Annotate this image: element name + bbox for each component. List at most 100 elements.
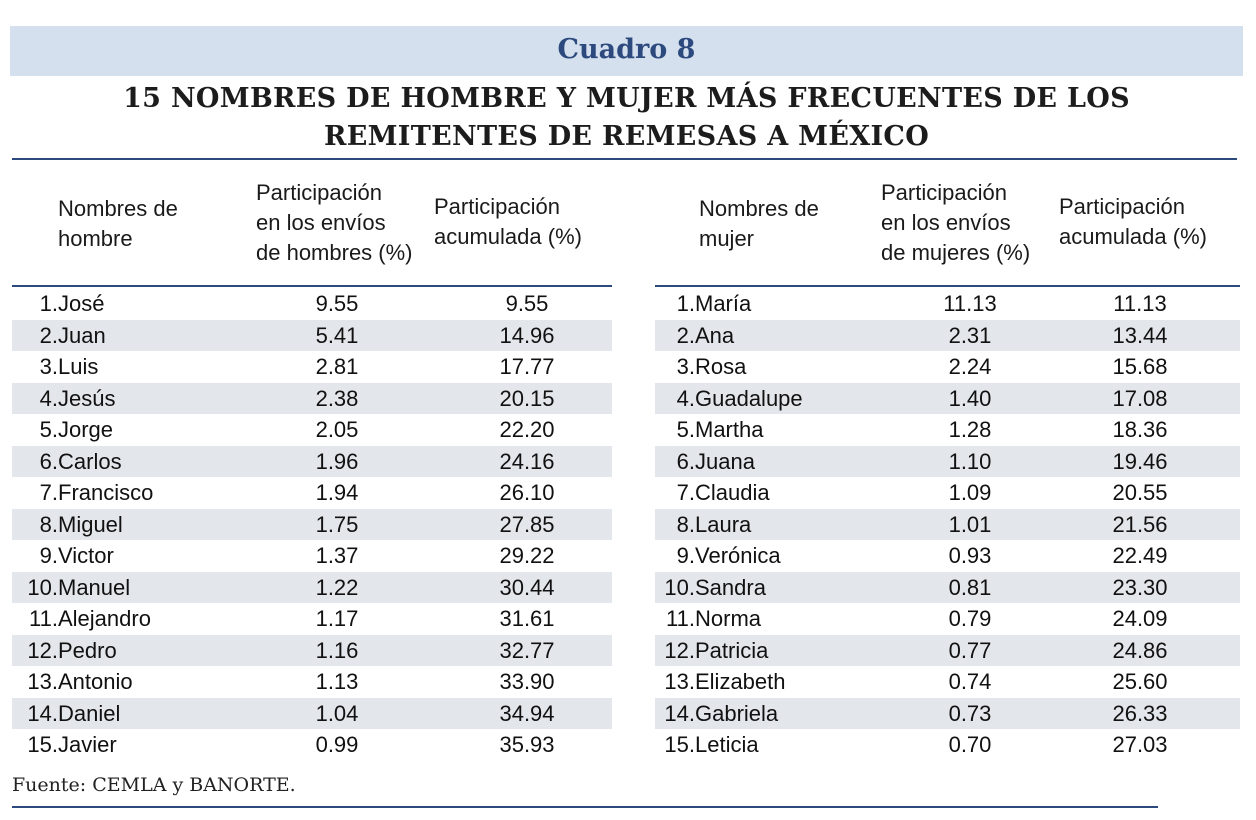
name-cell: 15.Leticia [655, 732, 855, 758]
cumulative-cell: 32.77 [499, 637, 555, 663]
men-col-share-header: Participación en los envíos de hombres (… [256, 178, 413, 268]
table-row: 8.Laura 1.01 21.56 [655, 508, 1240, 540]
rank-number: 9. [676, 543, 695, 568]
name-cell: 9.Victor [12, 543, 212, 569]
share-cell: 0.81 [948, 574, 992, 600]
name-text: Francisco [58, 480, 154, 505]
name-cell: 12.Patricia [655, 638, 855, 664]
women-header-rule [655, 285, 1240, 287]
table-row: 13.Antonio 1.13 33.90 [12, 666, 612, 698]
table-row: 12.Pedro 1.16 32.77 [12, 634, 612, 666]
title-band: Cuadro 8 [10, 26, 1243, 76]
rank-number: 6. [676, 448, 695, 474]
rank-number: 4. [676, 385, 695, 411]
name-text: Daniel [58, 700, 121, 726]
header-line: acumulada (%) [1059, 224, 1207, 249]
share-cell: 5.41 [315, 322, 359, 348]
share-cell: 1.22 [315, 574, 359, 600]
name-cell: 5.Martha [655, 417, 855, 443]
table-row: 2.Ana 2.31 13.44 [655, 319, 1240, 351]
rank-number: 12. [664, 637, 695, 663]
share-cell: 2.31 [948, 322, 992, 348]
table-row: 10.Sandra 0.81 23.30 [655, 571, 1240, 603]
table-row: 7.Claudia 1.09 20.55 [655, 477, 1240, 509]
name-cell: 8.Laura [655, 512, 855, 538]
name-cell: 6.Carlos [12, 449, 212, 475]
name-cell: 3.Luis [12, 354, 212, 380]
cumulative-cell: 25.60 [1112, 669, 1168, 694]
table-row: 6.Carlos 1.96 24.16 [12, 445, 612, 477]
name-cell: 12.Pedro [12, 638, 212, 664]
name-text: Javier [58, 732, 117, 757]
rank-number: 11. [666, 606, 695, 631]
rank-number: 13. [664, 669, 695, 694]
table-row: 11.Alejandro 1.17 31.61 [12, 603, 612, 635]
share-cell: 1.16 [315, 637, 359, 663]
header-line: de hombres (%) [256, 240, 413, 265]
rank-number: 10. [27, 574, 58, 600]
name-cell: 2.Ana [655, 323, 855, 349]
name-text: Antonio [58, 669, 133, 694]
cumulative-cell: 24.16 [499, 448, 555, 474]
cumulative-cell: 14.96 [499, 322, 555, 348]
name-text: Luis [58, 354, 99, 379]
name-text: Victor [58, 543, 114, 568]
header-line: Nombres de [699, 196, 819, 221]
share-cell: 1.10 [948, 448, 992, 474]
bottom-rule [12, 806, 1158, 808]
cumulative-cell: 31.61 [499, 606, 555, 631]
table-title-line-1: 15 NOMBRES DE HOMBRE Y MUJER MÁS FRECUEN… [123, 83, 1130, 114]
header-line: mujer [699, 226, 755, 251]
table-row: 13.Elizabeth 0.74 25.60 [655, 666, 1240, 698]
header-line: Participación [434, 194, 560, 219]
share-cell: 1.17 [315, 606, 359, 631]
cumulative-cell: 29.22 [499, 543, 555, 568]
table-row: 15.Leticia 0.70 27.03 [655, 729, 1240, 761]
name-cell: 2.Juan [12, 323, 212, 349]
cumulative-cell: 22.20 [499, 417, 555, 442]
name-text: Juan [58, 322, 106, 348]
header-line: Participación [881, 180, 1007, 205]
rank-number: 1. [39, 291, 58, 316]
women-table-header: Nombres de mujer Participación en los en… [655, 170, 1240, 287]
rank-number: 4. [39, 385, 58, 411]
table-row: 3.Rosa 2.24 15.68 [655, 351, 1240, 383]
table-row: 1.José 9.55 9.55 [12, 288, 612, 320]
cumulative-cell: 11.13 [1113, 291, 1167, 316]
women-col-name-header: Nombres de mujer [699, 194, 819, 254]
name-cell: 13.Antonio [12, 669, 212, 695]
table-row: 15.Javier 0.99 35.93 [12, 729, 612, 761]
table-row: 9.Victor 1.37 29.22 [12, 540, 612, 572]
share-cell: 0.70 [948, 732, 992, 757]
header-line: en los envíos [881, 210, 1011, 235]
cumulative-cell: 20.55 [1112, 480, 1168, 505]
rank-number: 1. [676, 291, 695, 316]
share-cell: 1.01 [948, 511, 992, 537]
name-cell: 13.Elizabeth [655, 669, 855, 695]
rank-number: 13. [27, 669, 58, 694]
header-line: acumulada (%) [434, 224, 582, 249]
table-row: 6.Juana 1.10 19.46 [655, 445, 1240, 477]
header-line: de mujeres (%) [881, 240, 1031, 265]
name-text: Rosa [695, 354, 747, 379]
cumulative-cell: 9.55 [505, 291, 549, 316]
name-text: Patricia [695, 637, 769, 663]
header-line: Participación [1059, 194, 1185, 219]
share-cell: 11.13 [943, 291, 997, 316]
header-line: en los envíos [256, 210, 386, 235]
name-text: María [695, 291, 752, 316]
name-cell: 14.Daniel [12, 701, 212, 727]
table-row: 5.Jorge 2.05 22.20 [12, 414, 612, 446]
rank-number: 3. [676, 354, 695, 379]
header-line: Nombres de [58, 196, 178, 221]
share-cell: 0.77 [948, 637, 992, 663]
rank-number: 10. [664, 574, 695, 600]
cumulative-cell: 27.85 [499, 511, 555, 537]
name-text: Leticia [695, 732, 759, 757]
name-cell: 1.María [655, 291, 855, 317]
name-text: Jesús [58, 385, 116, 411]
cumulative-cell: 21.56 [1112, 511, 1168, 537]
share-cell: 1.28 [948, 417, 992, 442]
men-rows: 1.José 9.55 9.55 2.Juan 5.41 14.96 3.Luis 2.81 1… [12, 288, 612, 761]
share-cell: 9.55 [315, 291, 359, 316]
